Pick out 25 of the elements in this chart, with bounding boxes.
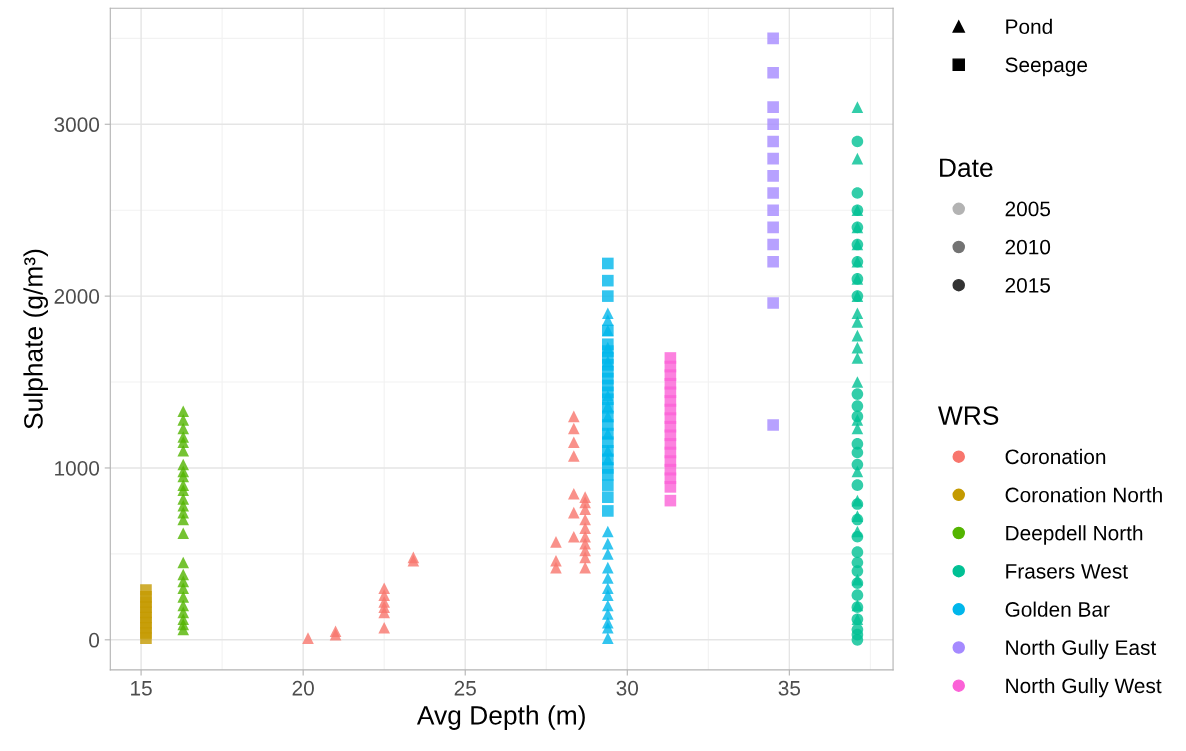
y-axis-title: Sulphate (g/m³): [23, 249, 48, 429]
legend-label: Golden Bar: [1005, 601, 1110, 617]
x-tick-label: 35: [778, 680, 801, 696]
legend-label: Pond: [1006, 18, 1052, 35]
x-axis-title: Avg Depth (m): [416, 705, 585, 730]
legend-label: North Gully East: [1006, 639, 1157, 660]
x-tick-label: 20: [292, 680, 314, 696]
legend-label: Deepdell North: [1006, 525, 1143, 545]
legend-label: Coronation North: [1005, 487, 1162, 503]
x-tick-label: 15: [131, 681, 152, 696]
x-tick-label: 30: [616, 680, 639, 696]
legend-label: Frasers West: [1006, 564, 1128, 579]
legend-label: 2015: [1005, 277, 1051, 293]
y-tick-label: 2000: [54, 289, 100, 304]
legend-title: WRS: [938, 406, 999, 425]
legend-label: North Gully West: [1006, 677, 1162, 698]
x-tick-label: 25: [454, 680, 476, 696]
y-tick-label: 3000: [54, 117, 100, 133]
y-tick-label: 0: [89, 632, 100, 648]
text: Date: [940, 158, 993, 178]
legend-label: 2005: [1005, 201, 1051, 217]
legend-label: Seepage: [1005, 57, 1088, 77]
y-tick-label: 1000: [55, 460, 100, 476]
legend-label: Coronation: [1005, 448, 1106, 465]
legend-label: 2010: [1005, 239, 1051, 255]
